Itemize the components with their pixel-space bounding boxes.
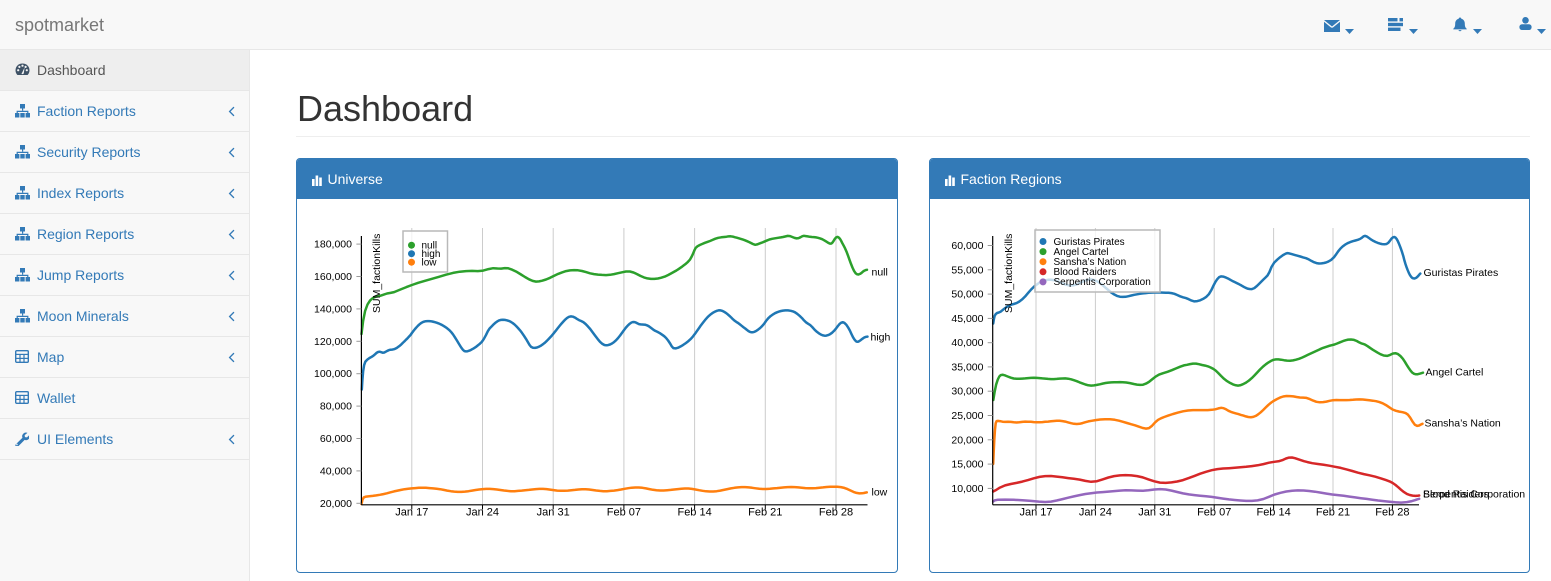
svg-text:Feb 14: Feb 14 [677,507,711,519]
svg-text:low: low [872,487,888,499]
svg-text:50,000: 50,000 [951,289,983,301]
svg-text:40,000: 40,000 [320,465,352,477]
svg-text:20,000: 20,000 [951,434,983,446]
svg-text:45,000: 45,000 [951,313,983,325]
svg-text:Blood Raiders: Blood Raiders [1054,267,1117,278]
svg-text:Angel Cartel: Angel Cartel [1426,367,1484,379]
svg-text:Guristas Pirates: Guristas Pirates [1054,237,1125,248]
svg-text:high: high [871,332,891,344]
svg-text:Jan 24: Jan 24 [466,507,499,519]
svg-text:Jan 17: Jan 17 [1019,507,1052,519]
svg-text:Feb 28: Feb 28 [1375,507,1409,519]
svg-text:SUM_factionKills: SUM_factionKills [1003,234,1015,313]
svg-text:Jan 17: Jan 17 [395,507,428,519]
svg-text:60,000: 60,000 [320,433,352,445]
svg-text:Feb 07: Feb 07 [607,507,641,519]
svg-text:40,000: 40,000 [951,337,983,349]
svg-text:120,000: 120,000 [314,336,352,348]
svg-text:null: null [872,267,888,279]
svg-text:Feb 21: Feb 21 [748,507,782,519]
svg-text:160,000: 160,000 [314,271,352,283]
svg-text:100,000: 100,000 [314,368,352,380]
svg-text:high: high [422,249,441,260]
svg-text:Blood Raiders: Blood Raiders [1423,489,1489,501]
svg-text:10,000: 10,000 [951,483,983,495]
svg-text:Guristas Pirates: Guristas Pirates [1424,267,1499,279]
svg-text:Jan 31: Jan 31 [537,507,570,519]
svg-text:Angel Cartel: Angel Cartel [1054,247,1109,258]
svg-text:15,000: 15,000 [951,459,983,471]
svg-text:140,000: 140,000 [314,303,352,315]
svg-text:SUM_factionKills: SUM_factionKills [371,234,383,313]
svg-text:60,000: 60,000 [951,240,983,252]
svg-text:Feb 07: Feb 07 [1197,507,1231,519]
svg-text:Jan 24: Jan 24 [1079,507,1112,519]
svg-text:180,000: 180,000 [314,239,352,251]
svg-text:Feb 28: Feb 28 [819,507,853,519]
svg-text:Serpentis Corporation: Serpentis Corporation [1054,277,1151,288]
svg-text:80,000: 80,000 [320,401,352,413]
svg-text:30,000: 30,000 [951,386,983,398]
svg-text:Feb 14: Feb 14 [1256,507,1290,519]
svg-text:35,000: 35,000 [951,361,983,373]
svg-text:low: low [422,258,438,269]
svg-text:Feb 21: Feb 21 [1316,507,1350,519]
svg-text:Sansha’s Nation: Sansha’s Nation [1425,418,1501,430]
svg-text:25,000: 25,000 [951,410,983,422]
svg-text:20,000: 20,000 [320,498,352,510]
svg-text:null: null [422,241,438,252]
svg-text:55,000: 55,000 [951,264,983,276]
svg-text:Jan 31: Jan 31 [1138,507,1171,519]
svg-text:Serpentis Corporation: Serpentis Corporation [1423,489,1525,501]
svg-text:Sansha’s Nation: Sansha’s Nation [1054,257,1127,268]
